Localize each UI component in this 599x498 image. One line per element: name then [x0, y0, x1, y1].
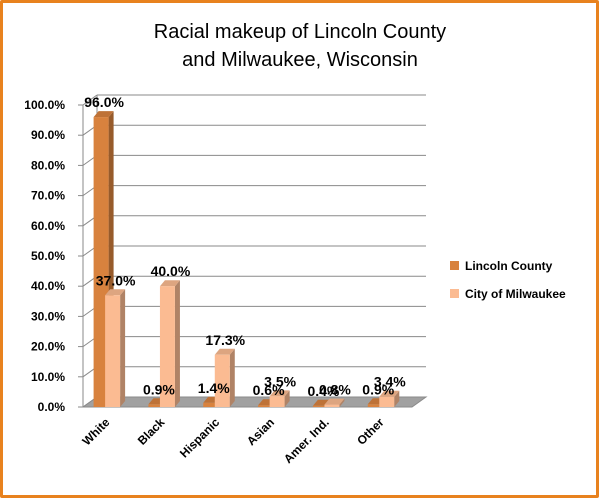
- bar-front: [105, 295, 121, 407]
- bar-front: [379, 396, 395, 407]
- bar-side: [174, 280, 180, 407]
- bar-front: [203, 402, 219, 407]
- bar-top: [93, 111, 114, 118]
- bar-top: [269, 390, 290, 397]
- bar-top: [159, 280, 180, 287]
- category-label: Hispanic: [177, 415, 222, 460]
- bar-front: [159, 286, 175, 407]
- y-tick-label: 10.0%: [31, 370, 65, 384]
- chart-title-line-1: Racial makeup of Lincoln County: [154, 21, 446, 43]
- bar-1-1: [159, 280, 180, 407]
- legend-swatch: [450, 289, 459, 298]
- y-tick-label: 100.0%: [24, 98, 65, 112]
- data-label: 40.0%: [151, 263, 191, 279]
- category-label: White: [80, 415, 113, 448]
- bar-front: [214, 354, 230, 407]
- category-label: Other: [354, 415, 387, 448]
- data-label: 3.4%: [374, 374, 406, 390]
- bar-1-4: [324, 398, 345, 407]
- y-tick-label: 70.0%: [31, 189, 65, 203]
- y-tick-label: 60.0%: [31, 219, 65, 233]
- bar-front: [258, 405, 274, 407]
- bar-front: [269, 396, 285, 407]
- bar-front: [367, 404, 383, 407]
- category-label: Black: [135, 415, 168, 448]
- data-label: 17.3%: [205, 332, 245, 348]
- bar-front: [312, 405, 328, 407]
- gridline-side: [82, 94, 98, 106]
- bar-1-3: [269, 390, 290, 407]
- bar-1-0: [105, 289, 126, 407]
- bar-side: [339, 398, 345, 407]
- data-label: 0.9%: [362, 381, 394, 397]
- grid: [82, 94, 426, 408]
- y-tick-label: 90.0%: [31, 128, 65, 142]
- category-label: Asian: [244, 415, 277, 448]
- bar-front: [148, 404, 164, 407]
- y-tick-label: 0.0%: [38, 400, 66, 414]
- data-label: 0.6%: [253, 382, 285, 398]
- bar-side: [284, 390, 290, 407]
- bar-front: [93, 117, 109, 407]
- bar-front: [324, 404, 340, 407]
- legend-label: Lincoln County: [465, 259, 553, 273]
- y-tick-label: 80.0%: [31, 158, 65, 172]
- y-tick-label: 50.0%: [31, 249, 65, 263]
- legend: Lincoln County City of Milwaukee: [450, 259, 566, 301]
- bar-side: [229, 348, 235, 407]
- bar-top: [324, 398, 345, 405]
- data-label: 3.5%: [264, 373, 296, 389]
- bar-top: [379, 390, 400, 397]
- bar-side: [120, 289, 126, 407]
- data-label: 0.9%: [143, 381, 175, 397]
- bars: [93, 111, 400, 407]
- category-label: Amer. Ind.: [281, 415, 332, 466]
- bar-side: [394, 390, 400, 407]
- legend-label: City of Milwaukee: [465, 287, 566, 301]
- bar-top: [105, 289, 126, 296]
- data-label: 0.8%: [319, 382, 351, 398]
- y-tick-label: 20.0%: [31, 340, 65, 354]
- data-label: 0.4%: [307, 383, 339, 399]
- legend-swatch: [450, 261, 459, 270]
- bar-1-2: [214, 348, 235, 407]
- bar-top: [214, 348, 235, 355]
- bar-1-5: [379, 390, 400, 407]
- axes: 0.0% 10.0% 20.0% 30.0% 40.0% 50.0% 60.0% 70.0% 8…: [24, 95, 428, 466]
- y-tick-label: 30.0%: [31, 309, 65, 323]
- chart-title-line-2: and Milwaukee, Wisconsin: [182, 49, 418, 71]
- data-labels: 96.0% 37.0% 0.9% 40.0% 1.4% 17.3% 0.6%3.5% 0.4%…: [84, 94, 406, 399]
- data-label: 37.0%: [96, 272, 136, 288]
- y-tick-label: 40.0%: [31, 279, 65, 293]
- data-label: 96.0%: [84, 94, 124, 110]
- data-label: 1.4%: [198, 380, 230, 396]
